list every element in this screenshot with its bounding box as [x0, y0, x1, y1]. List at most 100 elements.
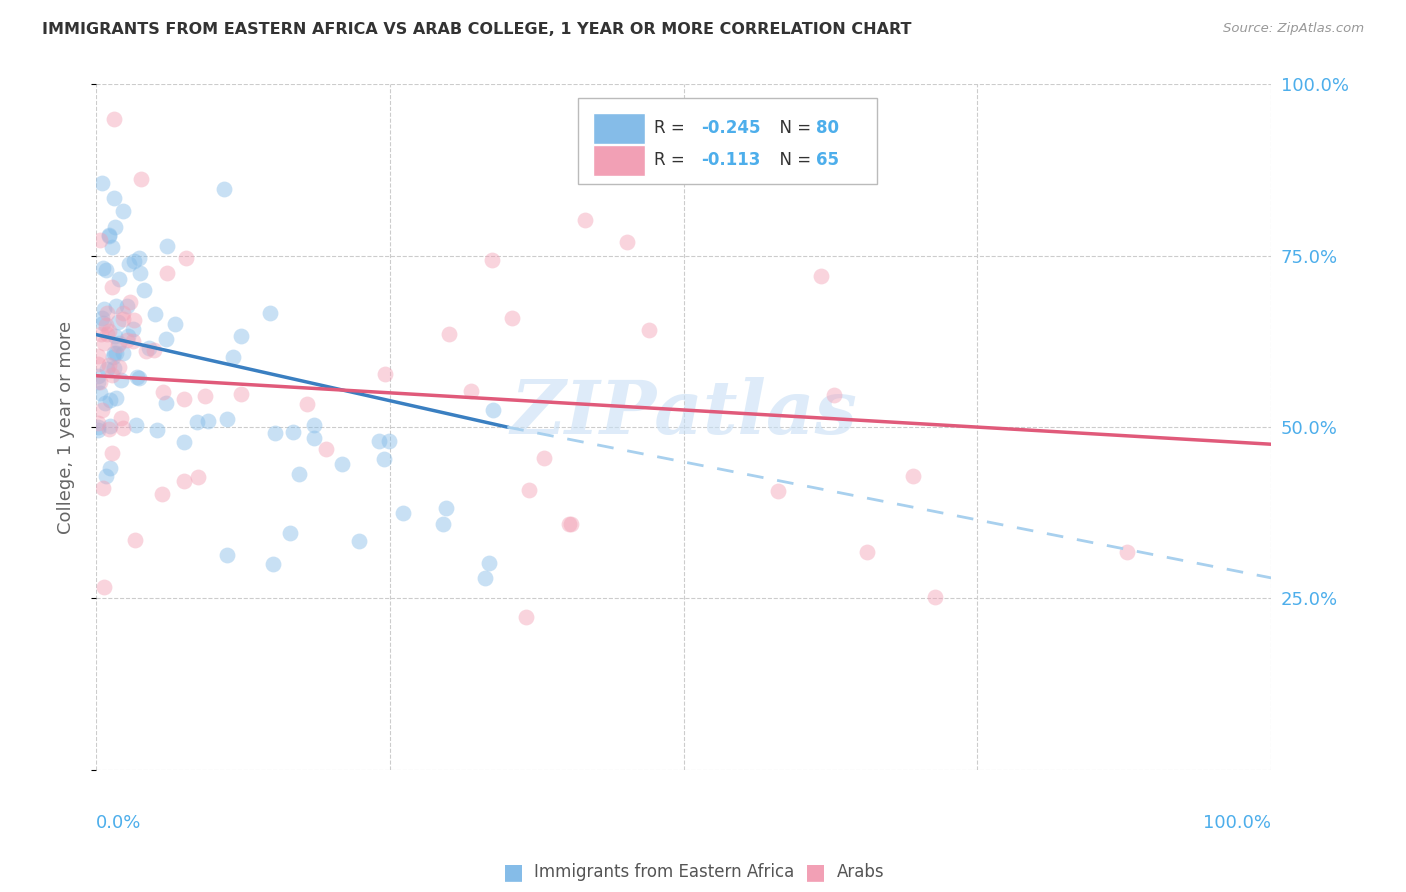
Text: N =: N = [769, 119, 817, 136]
Y-axis label: College, 1 year or more: College, 1 year or more [58, 320, 75, 533]
Point [143, 307, 166, 321]
Point [278, 526, 301, 541]
Point [103, 329, 125, 343]
Point [128, 371, 150, 385]
Point [89, 234, 111, 248]
Point [111, 204, 134, 219]
Point [110, 411, 132, 425]
Point [616, 235, 638, 250]
Point [105, 346, 128, 360]
Point [478, 556, 501, 570]
Point [112, 312, 135, 326]
Point [163, 317, 186, 331]
Point [91, 402, 114, 417]
Text: R =: R = [654, 119, 690, 136]
Point [87, 375, 110, 389]
Point [104, 391, 127, 405]
Point [434, 500, 457, 515]
Point [103, 346, 125, 360]
Point [94, 263, 117, 277]
Point [174, 252, 197, 266]
Point [215, 412, 238, 426]
Point [391, 506, 413, 520]
Point [122, 253, 145, 268]
Point [197, 414, 219, 428]
Point [87, 416, 110, 430]
Point [186, 415, 208, 429]
Point [97, 422, 120, 436]
Point [222, 350, 245, 364]
Point [93, 336, 115, 351]
Point [259, 305, 281, 319]
Point [432, 517, 454, 532]
Point [373, 452, 395, 467]
Point [117, 299, 139, 313]
Point [103, 112, 125, 126]
Point [96, 327, 118, 342]
Point [87, 349, 110, 363]
Point [823, 387, 845, 401]
Point [90, 326, 112, 341]
Point [91, 261, 114, 276]
Point [135, 343, 157, 358]
Point [122, 322, 145, 336]
Point [124, 533, 146, 547]
Point [120, 294, 142, 309]
Point [367, 434, 389, 449]
Point [146, 423, 169, 437]
Text: 65: 65 [817, 151, 839, 169]
Point [105, 299, 128, 313]
Point [97, 358, 120, 372]
Point [118, 257, 141, 271]
Point [315, 442, 337, 456]
Point [97, 325, 120, 339]
Point [574, 212, 596, 227]
Point [101, 368, 124, 382]
Point [474, 571, 496, 585]
Point [108, 271, 131, 285]
Point [560, 516, 582, 531]
Point [87, 369, 110, 384]
Point [107, 335, 129, 350]
Point [330, 458, 353, 472]
Point [87, 357, 110, 371]
Point [515, 610, 537, 624]
Point [101, 446, 124, 460]
Point [638, 323, 661, 337]
Point [107, 315, 129, 329]
Point [173, 392, 195, 406]
Point [98, 392, 121, 407]
Point [150, 487, 173, 501]
Point [125, 418, 148, 433]
Text: Source: ZipAtlas.com: Source: ZipAtlas.com [1223, 22, 1364, 36]
Point [91, 311, 114, 326]
Point [129, 171, 152, 186]
Point [87, 423, 110, 437]
Point [94, 469, 117, 483]
Point [766, 483, 789, 498]
Point [128, 252, 150, 266]
Point [194, 388, 217, 402]
Point [87, 420, 110, 434]
Point [901, 469, 924, 483]
Point [231, 387, 253, 401]
Point [125, 370, 148, 384]
Text: R =: R = [654, 151, 696, 169]
Point [302, 418, 325, 433]
Point [94, 396, 117, 410]
Text: Immigrants from Eastern Africa: Immigrants from Eastern Africa [534, 863, 794, 881]
Text: 100.0%: 100.0% [1204, 814, 1271, 832]
Text: 0.0%: 0.0% [96, 814, 142, 832]
Point [94, 318, 117, 332]
Point [104, 219, 127, 234]
Point [460, 384, 482, 398]
Point [263, 425, 285, 440]
Point [557, 517, 579, 532]
Point [173, 475, 195, 489]
Point [152, 385, 174, 400]
Point [374, 367, 396, 381]
Text: ZIPatlas: ZIPatlas [510, 377, 858, 450]
Point [98, 418, 121, 433]
Text: -0.113: -0.113 [702, 151, 761, 169]
Point [101, 280, 124, 294]
